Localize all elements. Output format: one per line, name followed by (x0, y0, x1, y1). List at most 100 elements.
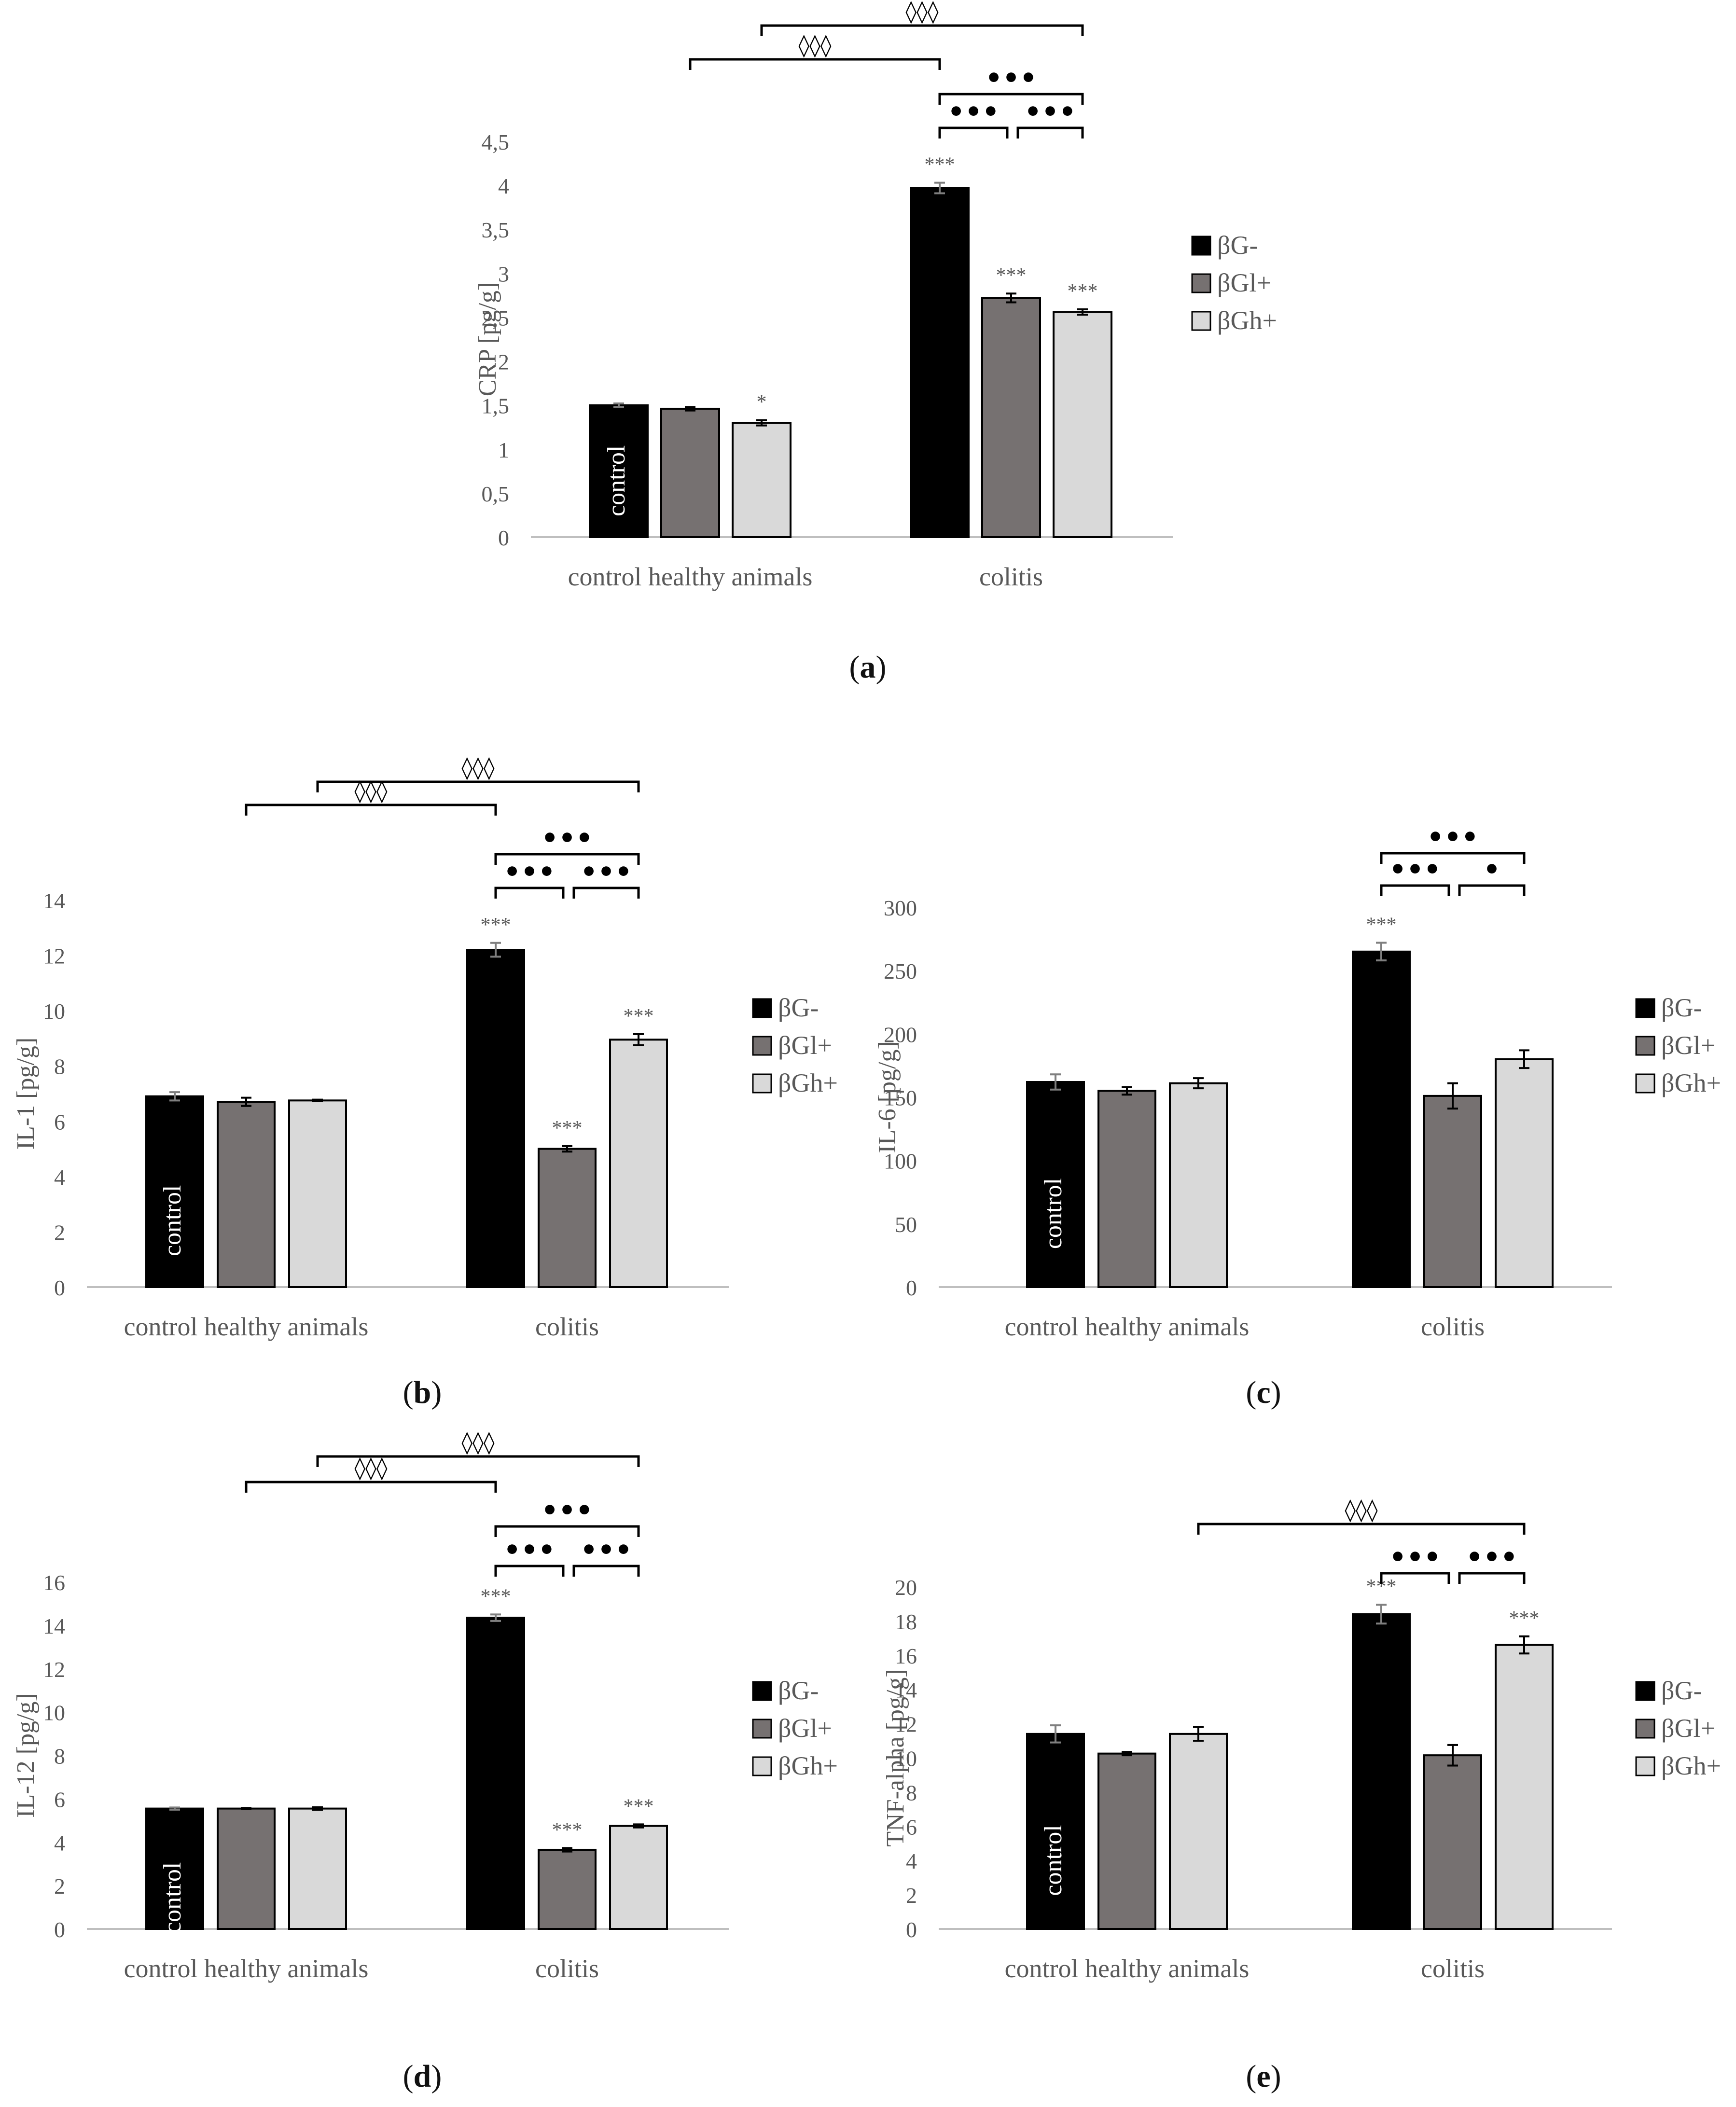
legend-swatch (1635, 1036, 1655, 1056)
significance-stars: *** (1068, 280, 1098, 303)
y-tick-label: 8 (906, 1780, 917, 1805)
bar-βGh+-1 (1495, 1058, 1554, 1289)
significance-bracket (245, 1481, 497, 1493)
y-tick-label: 4 (54, 1165, 65, 1190)
significance-stars: *** (1366, 914, 1397, 936)
bracket-label: ••• (1466, 1542, 1517, 1573)
significance-bracket (1458, 1572, 1526, 1584)
caption-letter-a: a (860, 650, 876, 685)
legend-label: βGl+ (778, 1031, 832, 1060)
legend-swatch (1191, 236, 1211, 256)
control-bar-label: control (159, 1862, 186, 1933)
bracket-label: ••• (580, 857, 632, 888)
bar-βGh+-0 (288, 1807, 347, 1930)
significance-bracket (572, 1565, 640, 1577)
y-tick-label: 10 (895, 1747, 917, 1771)
y-axis-title: IL-6 [pg/g] (874, 1041, 901, 1153)
y-tick-label: 2,5 (482, 305, 510, 330)
significance-bracket (245, 804, 497, 816)
y-tick-label: 100 (884, 1149, 917, 1174)
y-tick-label: 8 (54, 1054, 65, 1079)
y-tick-label: 6 (54, 1109, 65, 1134)
y-tick-label: 3,5 (482, 218, 510, 242)
significance-bracket (494, 887, 565, 899)
caption-letter-d: d (413, 2059, 431, 2094)
category-label: colitis (1421, 1312, 1485, 1341)
bracket-label: ◊◊◊ (461, 754, 494, 780)
y-tick-label: 10 (43, 1701, 65, 1725)
bracket-label: ◊◊◊ (461, 1429, 494, 1455)
significance-stars: *** (1509, 1608, 1540, 1630)
y-tick-label: 12 (895, 1712, 917, 1737)
bracket-label: ••• (541, 823, 593, 854)
legend-label: βGh+ (1217, 306, 1277, 335)
significance-bracket (689, 58, 941, 70)
legend-label: βG- (778, 1676, 819, 1705)
significance-stars: *** (552, 1117, 583, 1139)
legend-swatch (752, 1036, 772, 1056)
legend-label: βG- (778, 993, 819, 1022)
y-tick-label: 16 (43, 1570, 65, 1595)
bar-βGh+-0 (732, 422, 792, 538)
y-tick-label: 200 (884, 1022, 917, 1047)
y-tick-label: 150 (884, 1086, 917, 1110)
bar-βG--1 (466, 1617, 525, 1930)
bracket-label: ••• (985, 63, 1037, 94)
bar-βGl+-1 (538, 1848, 597, 1930)
caption-letter-e: e (1256, 2059, 1271, 2094)
bracket-label: ••• (1024, 97, 1076, 128)
bracket-label: ••• (1427, 822, 1478, 853)
caption-letter-c: c (1256, 1375, 1271, 1410)
category-label: colitis (979, 562, 1043, 591)
significance-stars: *** (624, 1005, 654, 1027)
bar-βGl+-0 (660, 407, 720, 538)
caption-c: (c) (1246, 1375, 1281, 1410)
y-tick-label: 10 (43, 999, 65, 1024)
legend-swatch (1635, 1756, 1655, 1776)
y-tick-label: 2 (906, 1883, 917, 1908)
bar-βG--0 (1026, 1733, 1085, 1930)
significance-stars: *** (996, 264, 1027, 287)
control-bar-label: control (1040, 1178, 1067, 1249)
significance-bracket (938, 93, 1084, 105)
legend-label: βGl+ (1661, 1031, 1715, 1060)
legend-swatch (1635, 1681, 1655, 1701)
category-label: control healthy animals (124, 1954, 369, 1983)
bar-βGl+-1 (981, 297, 1041, 538)
y-tick-label: 8 (54, 1744, 65, 1769)
category-label: colitis (1421, 1954, 1485, 1983)
bar-βG--1 (1352, 1613, 1411, 1930)
y-tick-label: 4 (498, 174, 509, 198)
y-tick-label: 0 (906, 1275, 917, 1300)
chart-d: 0 2 4 6 8 10 12 14 16 IL-12 [pg/g] control healthy… (12, 1429, 838, 1983)
y-tick-label: 6 (906, 1815, 917, 1839)
legend-swatch (1191, 273, 1211, 293)
bracket-label: ••• (1389, 854, 1441, 886)
bracket-label: ••• (503, 857, 555, 888)
bar-βGl+-1 (1423, 1095, 1482, 1289)
significance-stars: *** (925, 154, 955, 176)
bracket-label: ••• (503, 1535, 555, 1566)
y-axis-title: CRP [pg/g] (474, 282, 501, 396)
bar-βGh+-0 (1169, 1082, 1228, 1288)
bar-βGh+-1 (1495, 1644, 1554, 1930)
significance-stars: *** (481, 1585, 511, 1608)
caption-d: (d) (403, 2059, 442, 2094)
bar-βGl+-0 (1097, 1752, 1156, 1930)
caption-a: (a) (849, 650, 887, 685)
y-tick-label: 250 (884, 959, 917, 984)
legend-swatch (752, 998, 772, 1018)
category-label: control healthy animals (1005, 1312, 1250, 1341)
category-label: control healthy animals (1005, 1954, 1250, 1983)
significance-stars: *** (552, 1819, 583, 1841)
y-tick-label: 20 (895, 1575, 917, 1600)
control-bar-label: control (603, 445, 630, 516)
significance-bracket (494, 1565, 565, 1577)
y-tick-label: 2 (498, 350, 509, 374)
caption-letter-b: b (413, 1375, 431, 1410)
significance-bracket (1380, 852, 1526, 864)
bracket-label: • (1483, 854, 1500, 886)
bar-βG--1 (910, 187, 970, 539)
control-bar-label: control (1040, 1825, 1067, 1896)
bracket-label: ••• (541, 1495, 593, 1526)
